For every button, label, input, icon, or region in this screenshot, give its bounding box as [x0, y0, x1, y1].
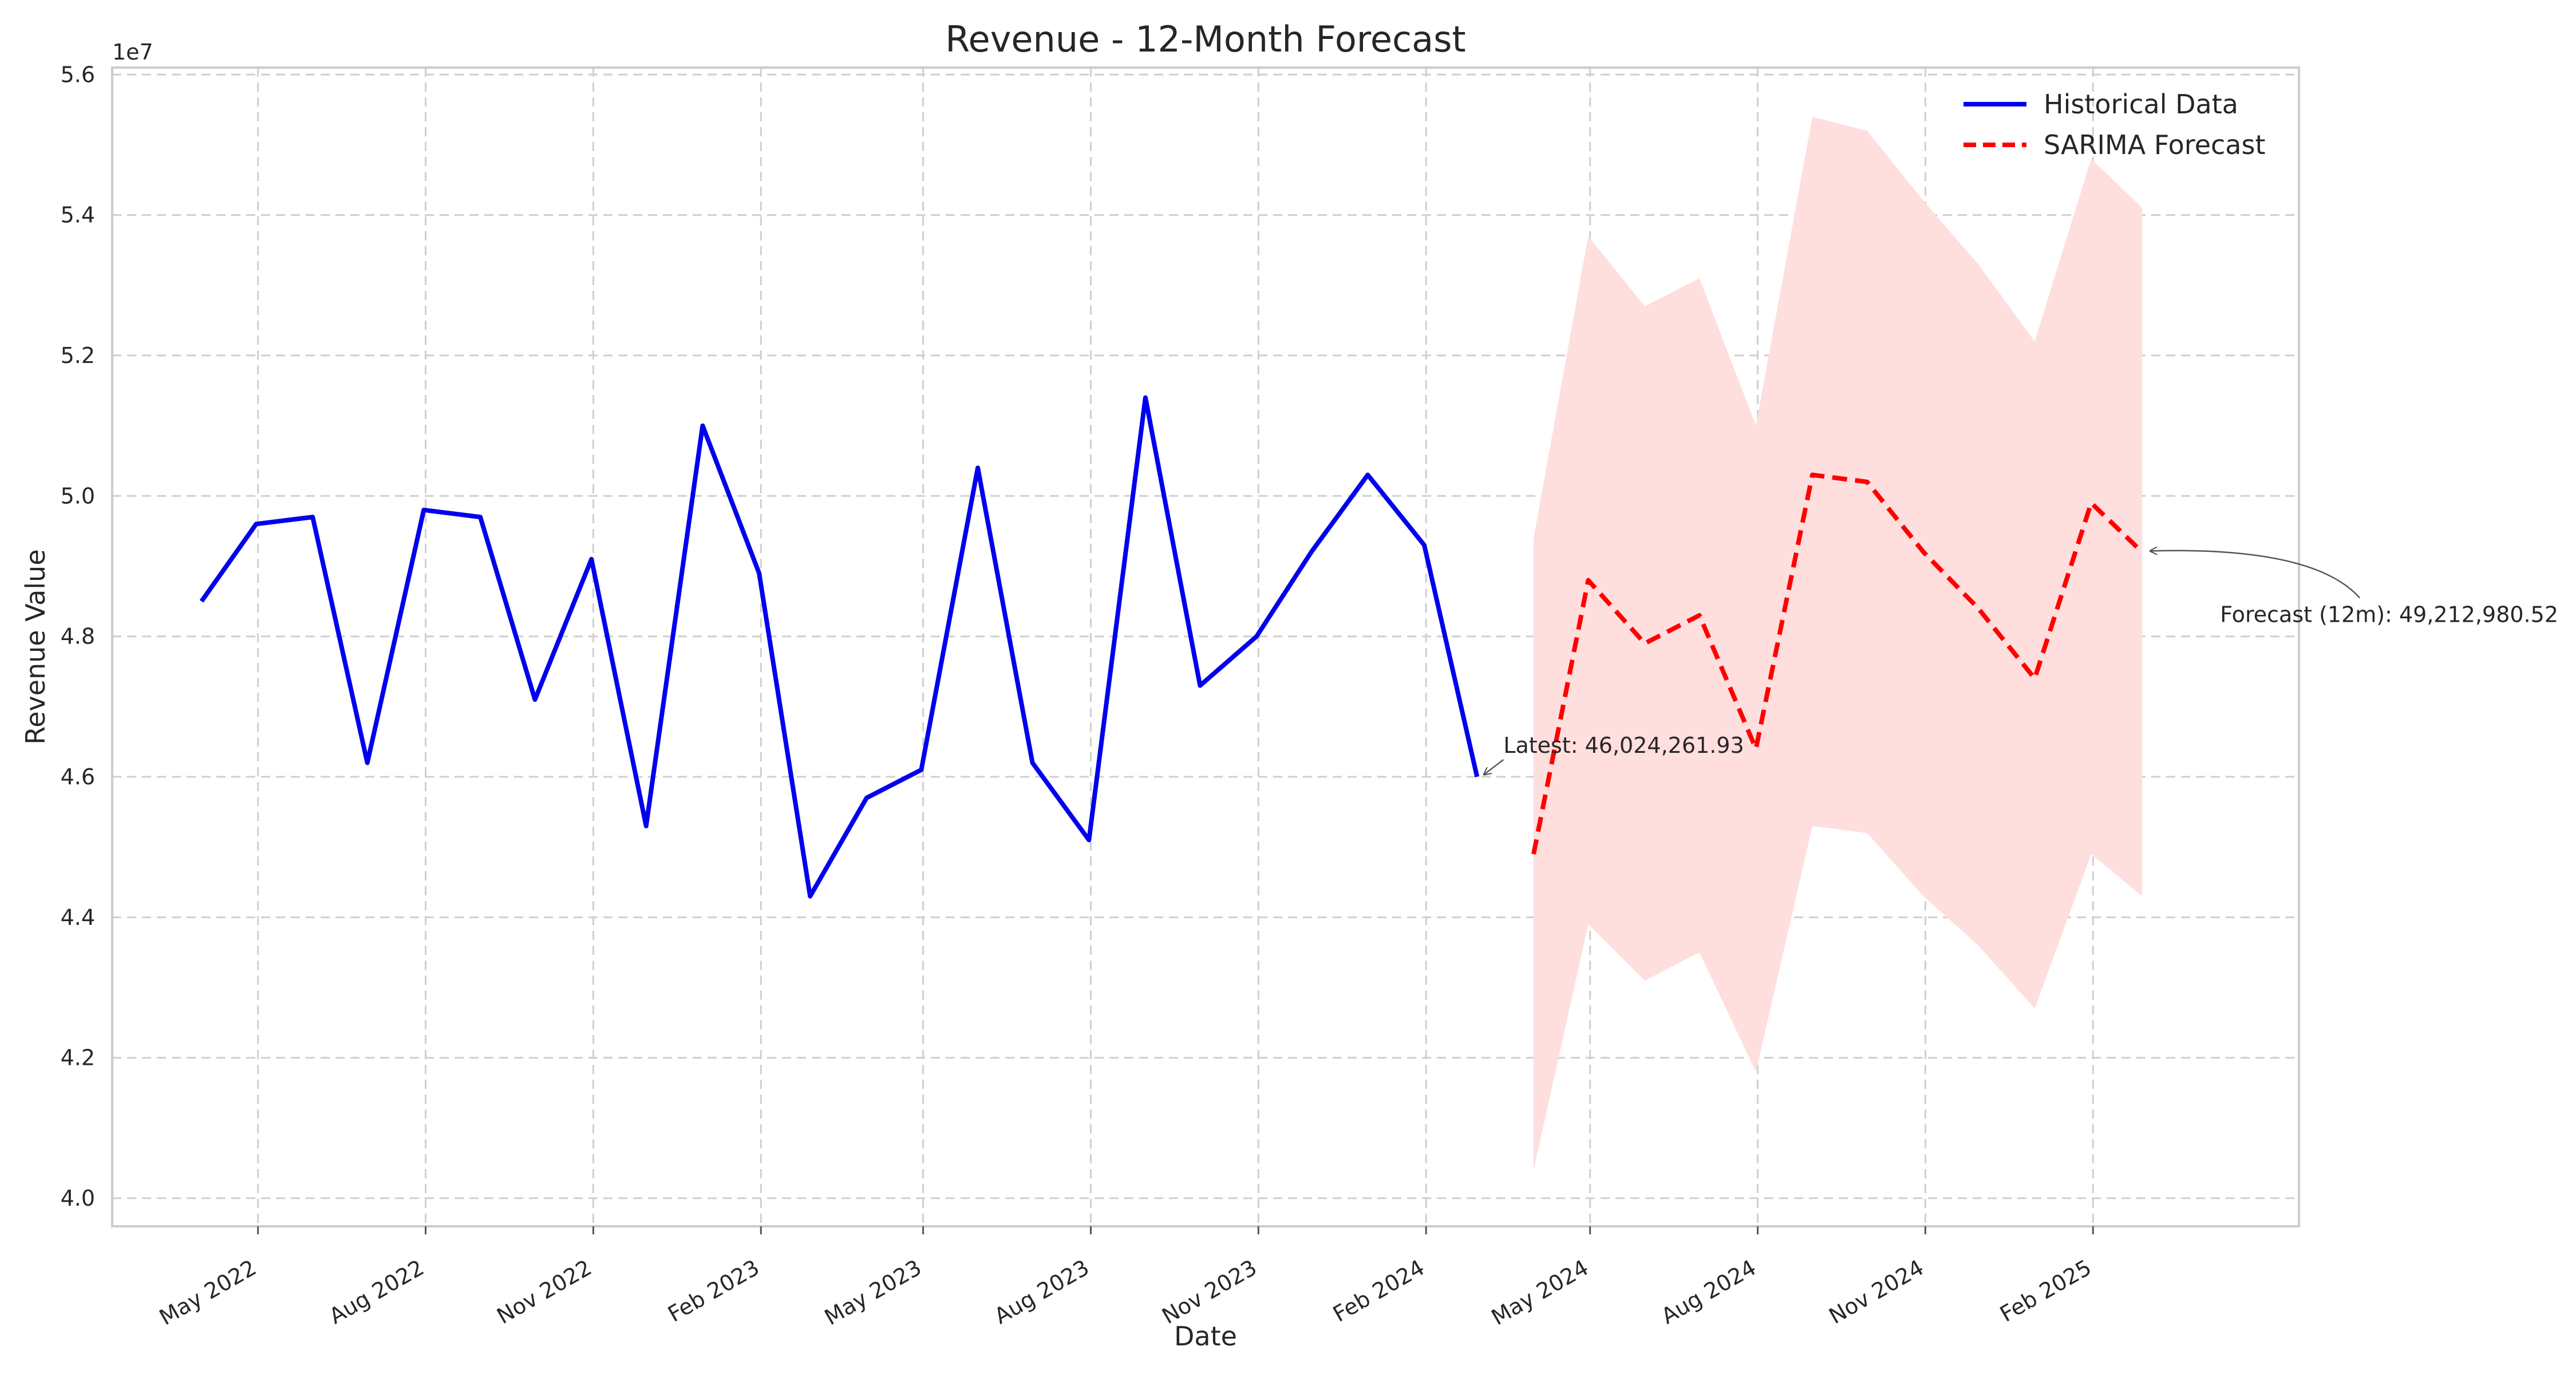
legend-label-forecast: SARIMA Forecast [2044, 129, 2265, 160]
x-tick-label: Aug 2022 [325, 1255, 428, 1329]
y-offset-label: 1e7 [112, 40, 153, 65]
y-axis-label: Revenue Value [20, 549, 51, 744]
forecast-confidence-band [1534, 116, 2143, 1170]
plot-frame [111, 66, 2300, 1227]
y-tick-label: 4.8 [61, 624, 95, 649]
legend-label-historical: Historical Data [2044, 89, 2238, 120]
y-tick-label: 5.4 [61, 203, 95, 228]
x-tick-label: May 2024 [1487, 1255, 1593, 1330]
y-tick-label: 4.2 [61, 1045, 95, 1071]
x-tick-label: Feb 2023 [663, 1255, 763, 1327]
y-tick-label: 4.4 [61, 905, 95, 930]
legend: Historical Data SARIMA Forecast [1963, 89, 2265, 160]
y-tick-label: 5.2 [61, 343, 95, 368]
x-tick-label: May 2023 [820, 1255, 926, 1330]
x-tick-label: Aug 2023 [990, 1255, 1093, 1329]
grid [112, 68, 2299, 1226]
x-tick-label: Nov 2024 [1824, 1255, 1927, 1329]
chart-title: Revenue - 12-Month Forecast [945, 18, 1465, 60]
x-tick-label: Nov 2023 [1157, 1255, 1261, 1329]
historical-data-line [199, 395, 1480, 899]
annotation-latest: Latest: 46,024,261.93 [1503, 733, 1744, 758]
annotations: Latest: 46,024,261.93 Forecast (12m): 49,… [1484, 551, 2558, 775]
y-tick-label: 4.6 [61, 764, 95, 789]
y-tick-label: 4.0 [61, 1186, 95, 1211]
y-axis: 4.0 4.2 4.4 4.6 4.8 5.0 5.2 5.4 5.6 [61, 62, 95, 1211]
x-axis-label: Date [1174, 1321, 1237, 1352]
x-axis: May 2022 Aug 2022 Nov 2022 Feb 2023 May 2023… [155, 1226, 2096, 1330]
annotation-forecast-arrow [2150, 551, 2361, 599]
x-tick-label: Feb 2025 [1996, 1255, 2095, 1327]
y-tick-label: 5.6 [61, 62, 95, 87]
y-tick-label: 5.0 [61, 483, 95, 508]
sarima-forecast-line [1531, 472, 2144, 855]
annotation-latest-arrow [1484, 759, 1504, 775]
x-tick-label: Feb 2024 [1329, 1255, 1428, 1327]
x-tick-label: May 2022 [155, 1255, 260, 1330]
x-tick-label: Nov 2022 [492, 1255, 595, 1329]
annotation-forecast: Forecast (12m): 49,212,980.52 [2220, 602, 2558, 627]
x-tick-label: Aug 2024 [1657, 1255, 1760, 1329]
